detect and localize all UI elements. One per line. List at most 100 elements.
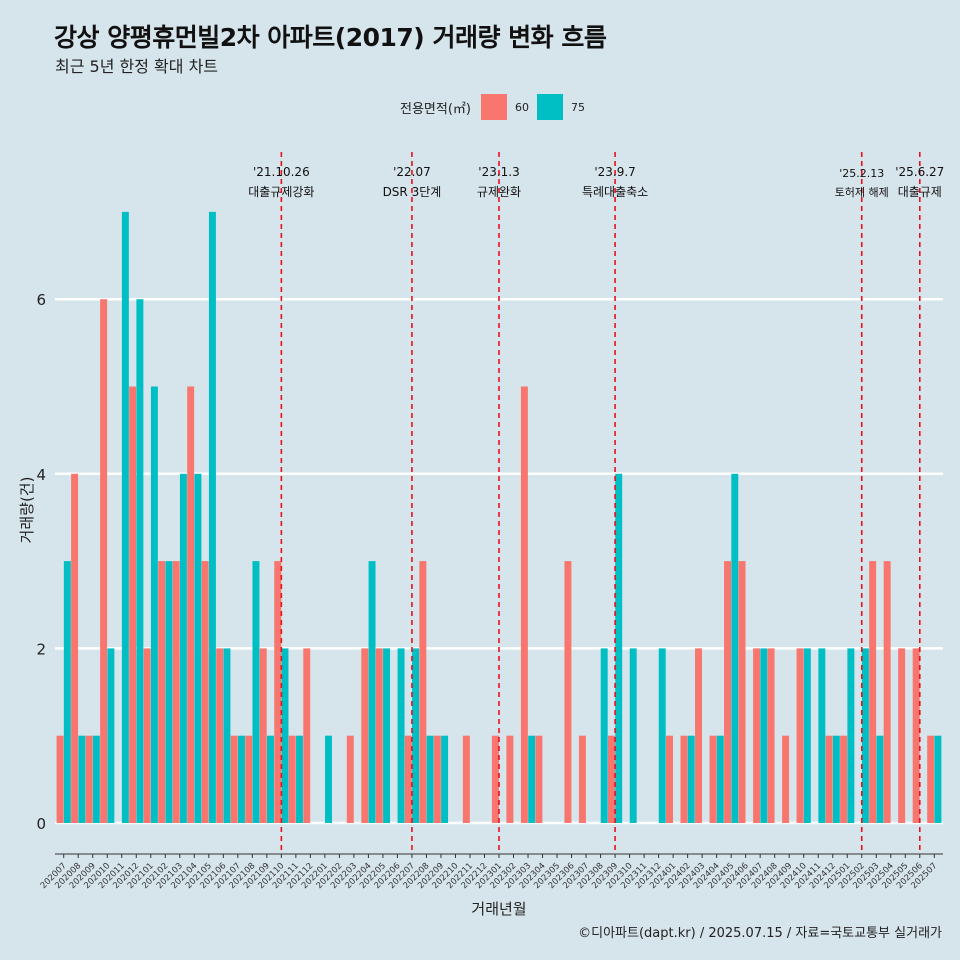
bar-75-202104	[194, 473, 202, 823]
bar-75-202207	[412, 648, 420, 823]
event-name-label: DSR 3단계	[383, 185, 442, 199]
bar-75-202011	[121, 211, 129, 823]
event-name-label: 대출규제강화	[248, 185, 314, 199]
legend-title: 전용면적(㎡)	[400, 101, 471, 117]
bar-60-202107	[230, 735, 238, 823]
legend-label-60: 60	[514, 100, 529, 114]
y-tick-label: 4	[36, 466, 46, 484]
bar-60-202009	[85, 735, 93, 823]
bar-60-202101	[143, 648, 151, 823]
bar-75-202103	[179, 473, 187, 823]
bar-60-202410	[796, 648, 804, 823]
bar-60-202409	[782, 735, 790, 823]
bar-75-202009	[92, 735, 100, 823]
y-axis-title: 거래량(건)	[18, 477, 36, 544]
bar-75-202206	[397, 648, 405, 823]
bar-75-202109	[266, 735, 274, 823]
bar-60-202211	[462, 735, 470, 823]
bar-60-202407	[753, 648, 761, 823]
event-name-label: 대출규제	[898, 185, 942, 199]
event-date-label: '23.1.3	[478, 165, 519, 179]
bar-75-202007	[63, 561, 71, 823]
bar-60-202304	[535, 735, 543, 823]
event-name-label: 규제완화	[477, 185, 521, 199]
bar-60-202405	[724, 561, 732, 823]
bar-75-202108	[252, 561, 260, 823]
bar-75-202411	[818, 648, 826, 823]
bar-60-202204	[361, 648, 369, 823]
y-tick-label: 2	[36, 640, 46, 658]
bar-75-202012	[136, 299, 144, 823]
bar-75-202105	[208, 211, 216, 823]
event-name-label: 특례대출축소	[582, 185, 648, 199]
bar-60-202505	[898, 648, 906, 823]
bar-75-202503	[876, 735, 884, 823]
event-date-label: '25.2.13	[839, 167, 884, 180]
event-name-label: 토허제 해제	[835, 185, 889, 199]
bar-75-202106	[223, 648, 231, 823]
bar-75-202404	[716, 735, 724, 823]
bar-60-202402	[680, 735, 688, 823]
x-axis-title: 거래년월	[471, 900, 526, 918]
bar-60-202302	[506, 735, 514, 823]
bar-75-202407	[760, 648, 768, 823]
event-date-label: '21.10.26	[253, 165, 310, 179]
bar-60-202412	[825, 735, 833, 823]
event-date-label: '23.9.7	[594, 165, 635, 179]
bar-60-202106	[216, 648, 224, 823]
bar-60-202109	[259, 648, 267, 823]
bar-75-202010	[107, 648, 115, 823]
bar-60-202104	[187, 386, 195, 823]
bar-60-202401	[666, 735, 673, 823]
bar-60-202506	[912, 648, 920, 823]
bar-75-202501	[847, 648, 855, 823]
bar-75-202205	[383, 648, 391, 823]
bar-60-202105	[201, 561, 209, 823]
bar-60-202303	[520, 386, 528, 823]
bar-60-202103	[172, 561, 180, 823]
bar-60-202301	[491, 735, 499, 823]
bar-60-202408	[767, 648, 775, 823]
bar-60-202403	[695, 648, 702, 823]
bar-75-202303	[528, 735, 536, 823]
bar-60-202108	[245, 735, 253, 823]
bar-60-202111	[288, 735, 296, 823]
y-tick-label: 0	[36, 815, 46, 833]
bar-60-202209	[433, 735, 441, 823]
bar-75-202102	[165, 561, 173, 823]
chart-subtitle: 최근 5년 한정 확대 차트	[55, 57, 219, 76]
source-caption: ©디아파트(dapt.kr) / 2025.07.15 / 자료=국토교통부 실…	[578, 926, 942, 941]
bar-60-202208	[419, 561, 427, 823]
legend: 전용면적(㎡) 60 75	[400, 93, 593, 121]
bar-75-202405	[731, 473, 739, 823]
legend-label-75: 75	[570, 100, 585, 114]
bar-60-202102	[158, 561, 166, 823]
bar-75-202107	[237, 735, 245, 823]
bar-75-202309	[615, 473, 623, 823]
bar-75-202101	[150, 386, 158, 823]
bar-75-202308	[600, 648, 608, 823]
bar-60-202501	[840, 735, 848, 823]
bar-75-202312	[658, 648, 666, 823]
legend-key-60	[480, 94, 507, 120]
bar-60-202112	[303, 648, 311, 823]
bar-60-202503	[869, 561, 877, 823]
event-date-label: '22.07	[393, 165, 431, 179]
bar-75-202402	[687, 735, 695, 823]
bar-75-202204	[368, 561, 376, 823]
bar-60-202306	[564, 561, 572, 823]
chart-title: 강상 양평휴먼빌2차 아파트(2017) 거래량 변화 흐름	[54, 23, 607, 52]
bar-60-202012	[129, 386, 137, 823]
bar-75-202208	[426, 735, 434, 823]
bar-75-202412	[832, 735, 840, 823]
bar-60-202507	[927, 735, 935, 823]
bar-75-202502	[861, 648, 869, 823]
bar-60-202007	[56, 735, 64, 823]
legend-key-75	[536, 94, 563, 120]
bar-60-202110	[274, 561, 282, 823]
bar-60-202207	[404, 735, 412, 823]
bar-75-202008	[78, 735, 86, 823]
bar-60-202203	[346, 735, 354, 823]
